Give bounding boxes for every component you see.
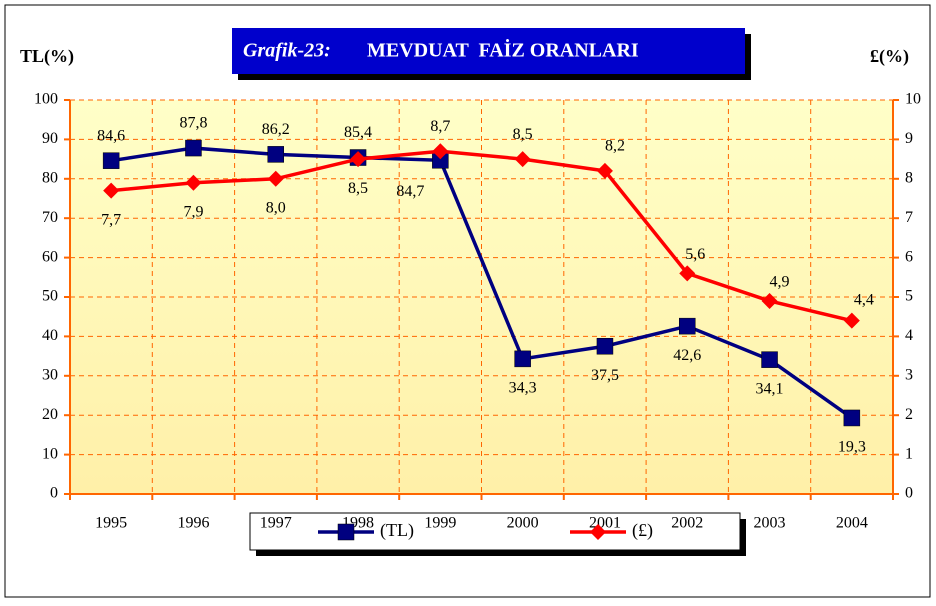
data-label: 84,7 [396, 183, 424, 200]
y2-tick-label: 2 [905, 406, 913, 423]
data-label: 34,3 [509, 380, 537, 397]
legend-marker [337, 523, 355, 541]
y-tick-label: 0 [50, 485, 58, 502]
x-tick-label: 1999 [424, 515, 456, 532]
y2-axis-label: £(%) [870, 46, 909, 67]
legend-label: (TL) [380, 520, 414, 541]
data-point [843, 409, 861, 427]
y2-tick-label: 7 [905, 209, 913, 226]
y-tick-label: 100 [34, 91, 58, 108]
x-tick-label: 2004 [836, 515, 868, 532]
data-label: 84,6 [97, 127, 125, 144]
legend-marker [590, 524, 606, 540]
data-label: 85,4 [344, 124, 372, 141]
data-point [679, 317, 696, 335]
y-tick-label: 70 [42, 209, 58, 226]
y2-tick-label: 0 [905, 485, 913, 502]
data-label: 86,2 [262, 121, 290, 138]
chart-title: MEVDUAT FAİZ ORANLARI [367, 38, 639, 62]
y2-tick-label: 9 [905, 130, 913, 147]
chart-title-prefix: Grafik-23: [243, 40, 331, 62]
data-label: 8,5 [513, 126, 533, 143]
y-tick-label: 20 [42, 406, 58, 423]
data-label: 8,0 [266, 199, 286, 216]
data-point [843, 312, 860, 329]
x-tick-label: 1995 [95, 515, 127, 532]
y-tick-label: 30 [42, 366, 58, 383]
data-point [267, 170, 284, 187]
x-tick-label: 1997 [260, 515, 292, 532]
data-point [103, 182, 120, 199]
data-label: 19,3 [838, 439, 866, 456]
data-point [761, 351, 778, 368]
y2-tick-label: 5 [905, 288, 913, 305]
data-point [350, 151, 367, 168]
y-tick-label: 40 [42, 327, 58, 344]
series-line [110, 149, 853, 323]
y2-tick-label: 6 [905, 248, 913, 265]
data-point [514, 151, 531, 168]
y2-tick-label: 3 [905, 366, 913, 383]
data-label: 7,7 [101, 211, 121, 228]
data-point [185, 139, 202, 157]
data-label: 87,8 [179, 115, 207, 132]
data-label: 7,9 [183, 203, 203, 220]
y2-tick-label: 8 [905, 169, 913, 186]
y-tick-label: 60 [42, 248, 58, 265]
y-axis-label: TL(%) [20, 46, 74, 67]
y-tick-label: 50 [42, 288, 58, 305]
y2-tick-label: 4 [905, 327, 913, 344]
data-point [514, 350, 531, 368]
y2-tick-label: 1 [905, 445, 913, 462]
data-label: 8,7 [430, 118, 450, 135]
x-tick-label: 2000 [507, 515, 539, 532]
y-tick-label: 90 [42, 130, 58, 147]
data-label: 42,6 [673, 347, 701, 364]
data-label: 5,6 [685, 246, 705, 263]
y2-tick-label: 10 [905, 91, 921, 108]
data-label: 8,2 [605, 138, 625, 155]
legend-label: (£) [632, 520, 653, 541]
x-tick-label: 1996 [177, 515, 209, 532]
data-point [761, 292, 778, 309]
data-label: 34,1 [756, 380, 784, 397]
x-tick-label: 2003 [754, 515, 786, 532]
data-label: 4,9 [770, 274, 790, 291]
data-point [185, 174, 202, 191]
data-label: 8,5 [348, 180, 368, 197]
data-label: 4,4 [854, 291, 874, 308]
data-point [596, 338, 614, 355]
y-tick-label: 10 [42, 445, 58, 462]
data-label: 37,5 [591, 367, 619, 384]
data-point [679, 265, 696, 282]
series-line [110, 146, 853, 420]
data-point [596, 162, 613, 179]
y-tick-label: 80 [42, 169, 58, 186]
data-point [432, 143, 449, 160]
x-tick-label: 2002 [671, 515, 703, 532]
data-point [267, 146, 284, 163]
data-point [102, 152, 120, 169]
title-box [232, 28, 745, 74]
